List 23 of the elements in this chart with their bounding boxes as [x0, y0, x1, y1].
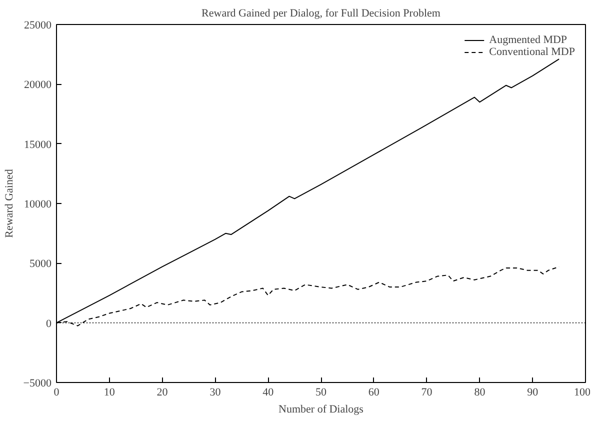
y-tick-label: 0: [46, 318, 52, 330]
chart-title: Reward Gained per Dialog, for Full Decision Problem: [202, 8, 441, 20]
y-tick-label: 25000: [24, 20, 52, 32]
x-tick-label: 70: [421, 386, 433, 398]
y-axis-title: Reward Gained: [3, 168, 16, 238]
legend-label: Conventional MDP: [489, 46, 575, 58]
y-tick-label: 10000: [24, 198, 52, 210]
x-tick-label: 0: [54, 386, 60, 398]
x-tick-label: 90: [527, 386, 539, 398]
x-tick-label: 50: [316, 386, 327, 398]
x-tick-label: 30: [210, 386, 222, 398]
x-tick-label: 40: [262, 386, 274, 398]
y-tick-label: −5000: [23, 378, 52, 390]
x-tick-label: 20: [156, 386, 168, 398]
y-tick-label: 5000: [30, 258, 52, 270]
y-tick-label: 15000: [24, 138, 52, 151]
x-tick-label: 10: [104, 386, 116, 398]
x-axis-title: Number of Dialogs: [278, 404, 364, 416]
x-tick-label: 100: [574, 386, 591, 398]
x-tick-label: 60: [368, 386, 380, 398]
legend-label: Augmented MDP: [489, 34, 568, 46]
y-tick-label: 20000: [24, 79, 52, 92]
x-tick-label: 80: [474, 386, 486, 398]
